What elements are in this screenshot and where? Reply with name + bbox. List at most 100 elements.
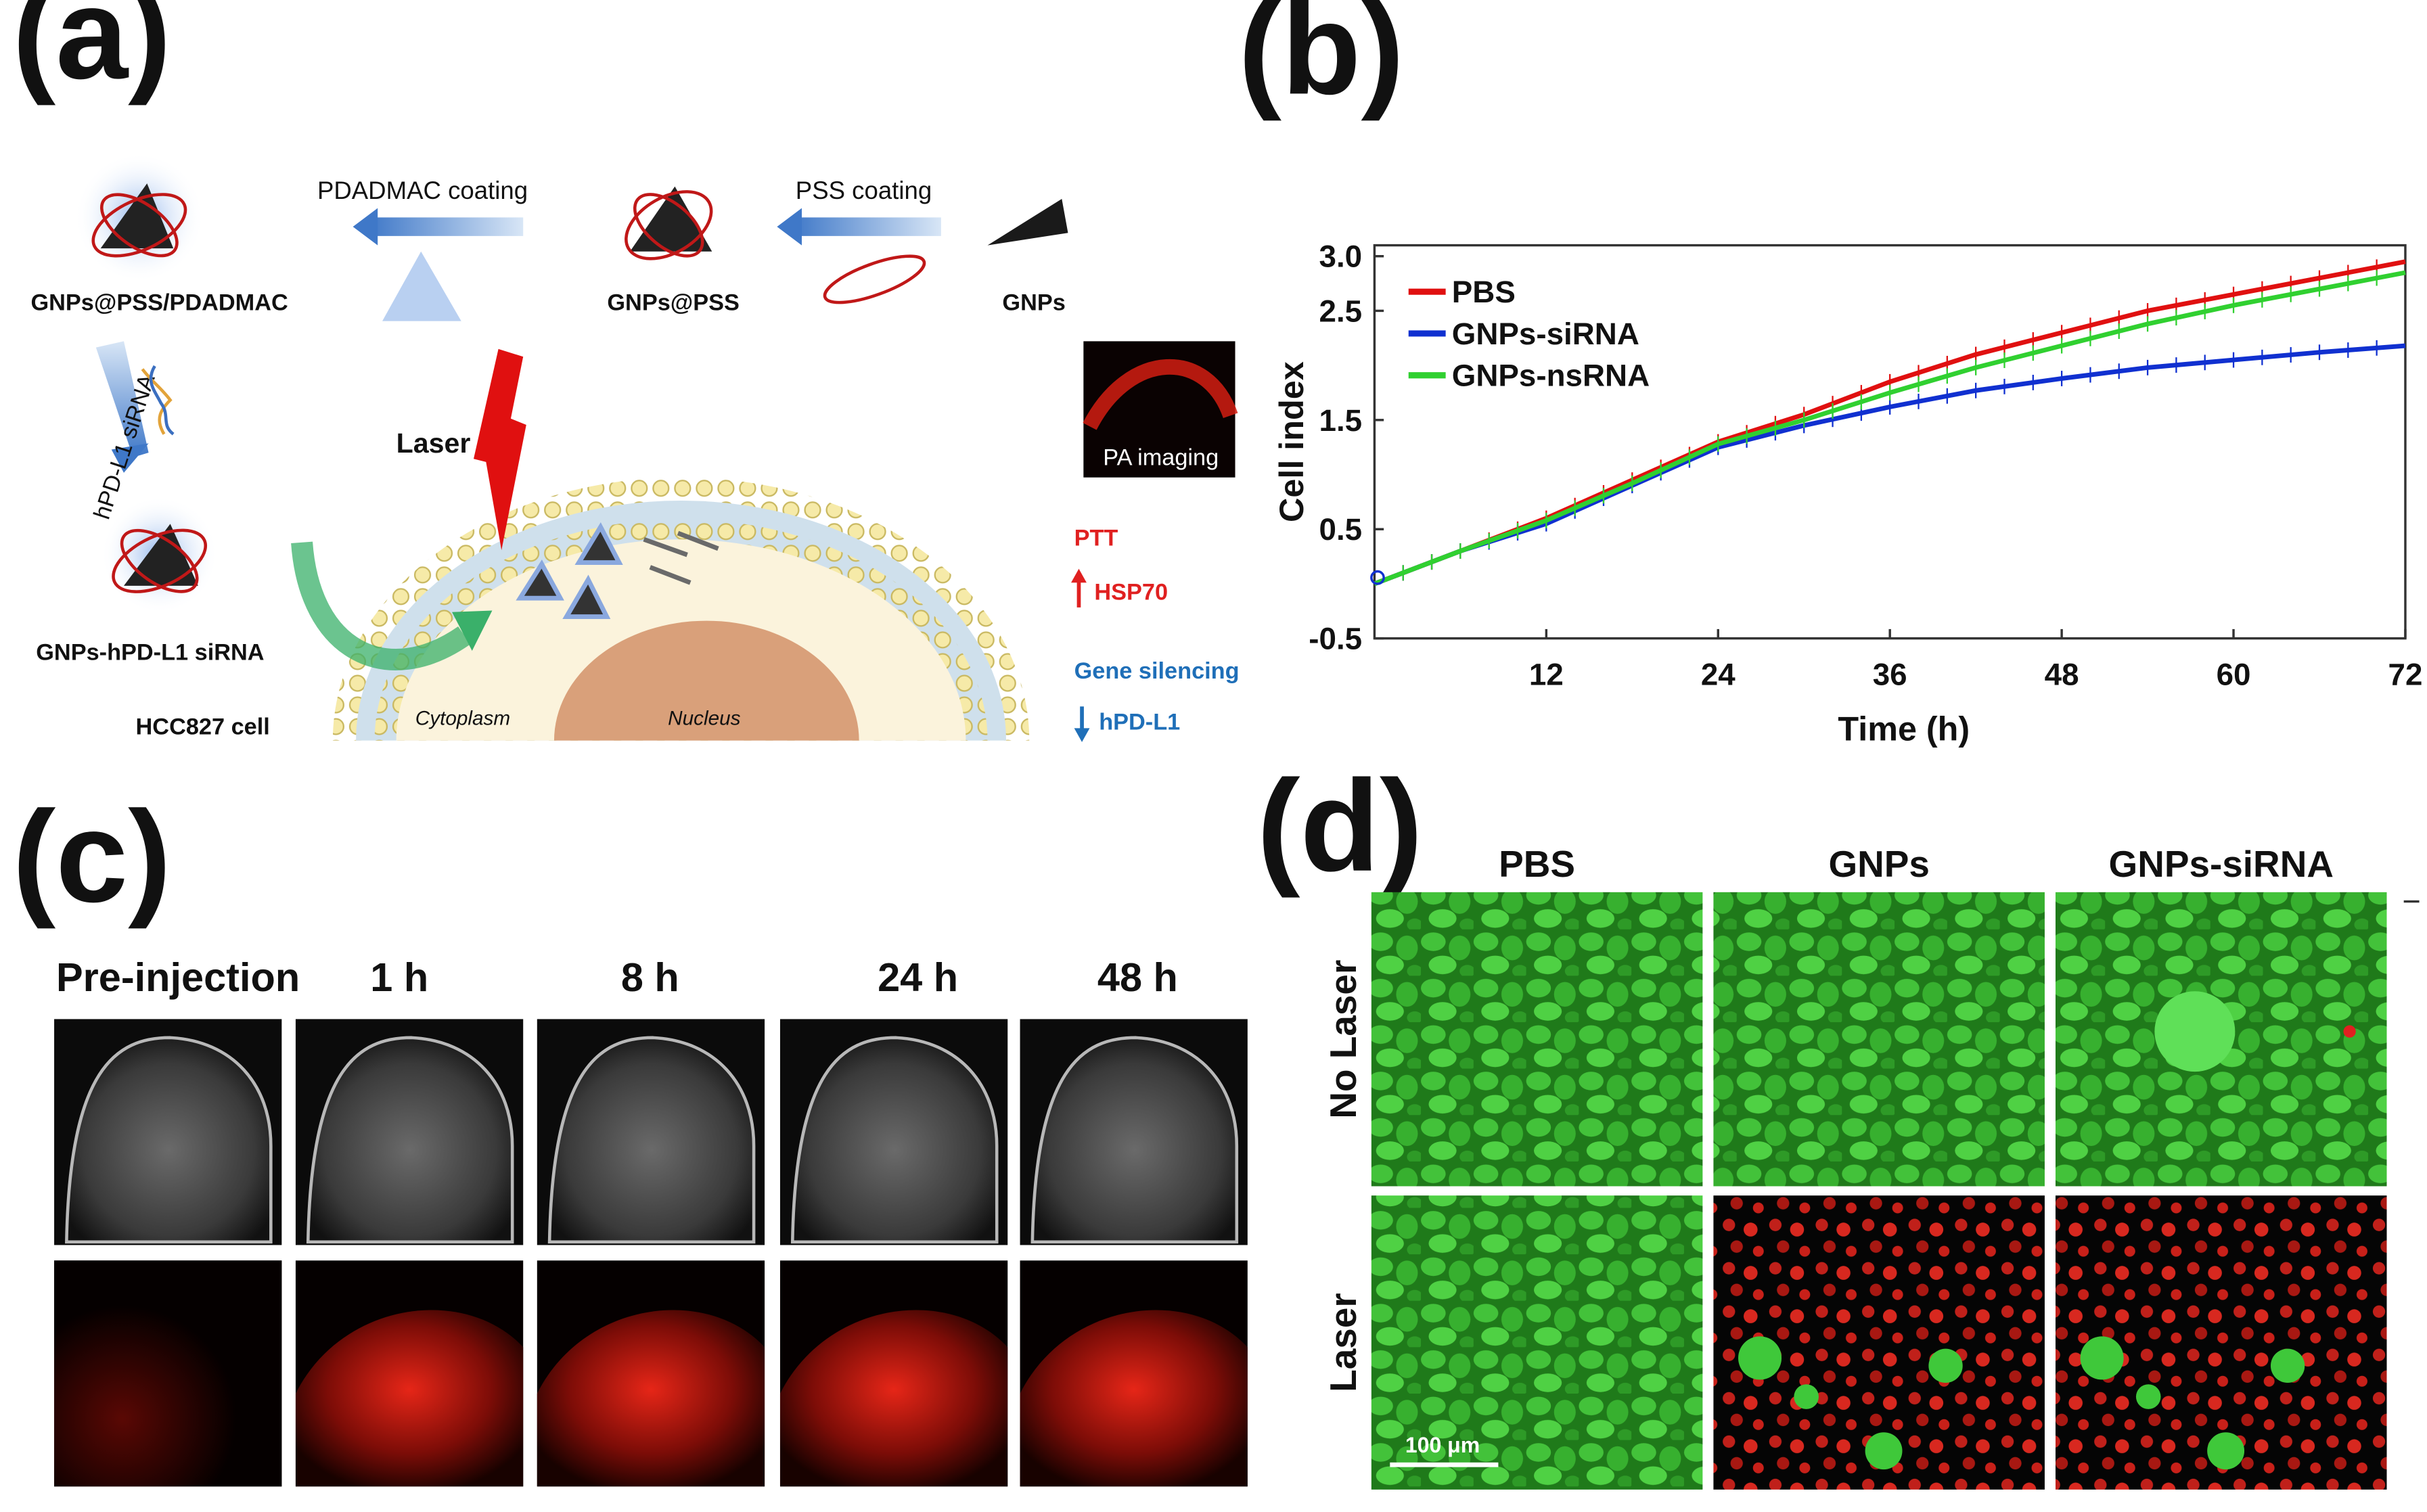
- panel-label-b: (b): [1238, 0, 1404, 121]
- tumor-outline: [65, 1036, 273, 1244]
- series-lines: [1370, 259, 2406, 587]
- sirna-arrow-shaft: [95, 341, 149, 457]
- treatment-header: PBS: [1499, 843, 1575, 885]
- legend-label: GNPs-nsRNA: [1452, 359, 1650, 393]
- condition-label: Laser: [1322, 1293, 1364, 1392]
- y-tick-label: 3.0: [1319, 239, 1363, 274]
- uptake-arrow-icon: [291, 541, 471, 670]
- nucleus-shape: [553, 620, 859, 741]
- pss-ring-icon: [823, 254, 926, 304]
- pdadmac-coating-label: PDADMAC coating: [317, 177, 528, 204]
- dna-helix-icon: [141, 365, 175, 436]
- pa-signal: [295, 1310, 524, 1487]
- gnps-sirna-particle: [100, 496, 219, 614]
- uptake-arrow-head: [451, 610, 493, 651]
- x-tick-label: 12: [1529, 657, 1564, 691]
- laser-bolt-icon: [474, 348, 526, 551]
- panel-d: (d) PBS GNPs GNPs-siRNA No Laser Laser 100 …: [1257, 753, 2420, 1490]
- laser-label: Laser: [396, 428, 471, 459]
- live-cell-mark: [1738, 1336, 1782, 1380]
- pss-coating-label: PSS coating: [796, 177, 932, 204]
- cell-cluster-mark: [2154, 991, 2236, 1072]
- x-tick-label: 72: [2388, 657, 2423, 691]
- fluorescence-image: [1713, 892, 2045, 1187]
- live-cell-mark: [2207, 1432, 2245, 1470]
- timepoint-header: Pre-injection: [56, 955, 300, 1000]
- live-cell-mark: [2080, 1336, 2124, 1380]
- cell-index-chart: 3.0 2.5 1.5 0.5 -0.5 12 24 36 48 60 72 PBS GNPs-si…: [1272, 239, 2422, 748]
- pa-signal: [779, 1310, 1008, 1487]
- internalized-particles: [516, 522, 719, 620]
- pdadmac-arrow-shaft: [368, 217, 524, 236]
- live-cell-mark: [1794, 1384, 1819, 1409]
- pa-signal: [537, 1310, 765, 1487]
- tumor-outline: [1030, 1036, 1239, 1244]
- timepoint-header: 24 h: [878, 955, 958, 1000]
- hsp70-label: HSP70: [1094, 579, 1168, 605]
- gnps-pss-particle: [625, 186, 713, 260]
- live-cell-mark: [1928, 1348, 1963, 1383]
- live-cell-mark: [1865, 1432, 1903, 1470]
- y-axis-ticks: 3.0 2.5 1.5 0.5 -0.5: [1309, 239, 1384, 656]
- tumor-outline: [790, 1036, 999, 1244]
- y-axis-label: Cell index: [1272, 361, 1311, 522]
- y-tick-label: 2.5: [1319, 294, 1363, 328]
- down-arrow-head: [1074, 728, 1090, 742]
- pdadmac-triangle-icon: [382, 251, 461, 321]
- gnps-label: GNPs: [1002, 290, 1065, 316]
- gnps-pss-label: GNPs@PSS: [607, 290, 739, 316]
- legend-label: PBS: [1452, 275, 1516, 309]
- dead-cell-mark: [2343, 1025, 2356, 1038]
- x-tick-label: 48: [2045, 657, 2079, 691]
- hpdl1-label: hPD-L1: [1099, 710, 1180, 735]
- timepoint-headers: Pre-injection 1 h 8 h 24 h 48 h: [56, 955, 1178, 1000]
- panel-a: (a) GNPs@PSS/PDADMAC PDADMAC coating GNP…: [12, 0, 1240, 742]
- y-tick-label: -0.5: [1309, 622, 1362, 656]
- live-cell-mark: [2135, 1384, 2161, 1409]
- panel-c: (c) Pre-injection 1 h 8 h 24 h 48 h: [12, 784, 1248, 1487]
- x-axis-label: Time (h): [1838, 710, 1970, 748]
- x-tick-label: 24: [1701, 657, 1736, 691]
- cytoplasm-label: Cytoplasm: [415, 708, 510, 730]
- tumor-outline: [547, 1036, 756, 1244]
- pa-signal: [54, 1260, 282, 1487]
- gene-silencing-label: Gene silencing: [1074, 658, 1240, 684]
- panel-label-a: (a): [12, 0, 171, 106]
- pss-arrow-shaft: [792, 217, 941, 236]
- scale-bar-label: 100 μm: [1405, 1433, 1480, 1457]
- panel-label-d: (d): [1257, 753, 1423, 898]
- sirna-arrow-head: [111, 443, 149, 473]
- gnps-pss-pdadmac-particle: [74, 152, 204, 283]
- up-arrow-head: [1071, 568, 1087, 583]
- pa-imaging-label: PA imaging: [1103, 444, 1219, 470]
- legend: PBS GNPs-siRNA GNPs-nsRNA: [1408, 275, 1650, 393]
- live-cell-mark: [2270, 1348, 2305, 1383]
- gnps-pss-pdadmac-label: GNPs@PSS/PDADMAC: [30, 290, 288, 316]
- fluorescence-image: [1371, 1195, 1703, 1490]
- treatment-headers: PBS GNPs GNPs-siRNA: [1499, 843, 2334, 885]
- ptt-label: PTT: [1074, 525, 1118, 551]
- timepoint-header: 1 h: [370, 955, 428, 1000]
- origin-marker: [1370, 570, 1385, 585]
- y-tick-label: 0.5: [1319, 512, 1363, 547]
- legend-label: GNPs-siRNA: [1452, 317, 1639, 351]
- imaging-grid: [54, 1019, 1248, 1487]
- gnps-triangle-icon: [987, 198, 1068, 246]
- panel-b: (b) 3.0 2.5 1.5 0.5 -0.5 12 24 36 48 60 72 PBS GNP…: [1238, 0, 2422, 748]
- condition-label: No Laser: [1322, 960, 1364, 1119]
- y-tick-label: 1.5: [1319, 403, 1363, 438]
- condition-labels: No Laser Laser: [1322, 960, 1364, 1392]
- x-tick-label: 60: [2217, 657, 2251, 691]
- panel-label-c: (c): [12, 784, 171, 930]
- fluorescence-grid: [1371, 892, 2387, 1490]
- treatment-header: GNPs-siRNA: [2109, 843, 2334, 885]
- pss-arrow-head: [777, 208, 802, 246]
- hcc827-cell-label: HCC827 cell: [136, 714, 270, 739]
- pdadmac-arrow-head: [353, 208, 378, 246]
- gnps-sirna-label: GNPs-hPD-L1 siRNA: [36, 640, 264, 666]
- fluorescence-image: [1371, 892, 1703, 1187]
- timepoint-header: 48 h: [1097, 955, 1178, 1000]
- treatment-header: GNPs: [1828, 843, 1929, 885]
- tumor-outline: [306, 1036, 514, 1244]
